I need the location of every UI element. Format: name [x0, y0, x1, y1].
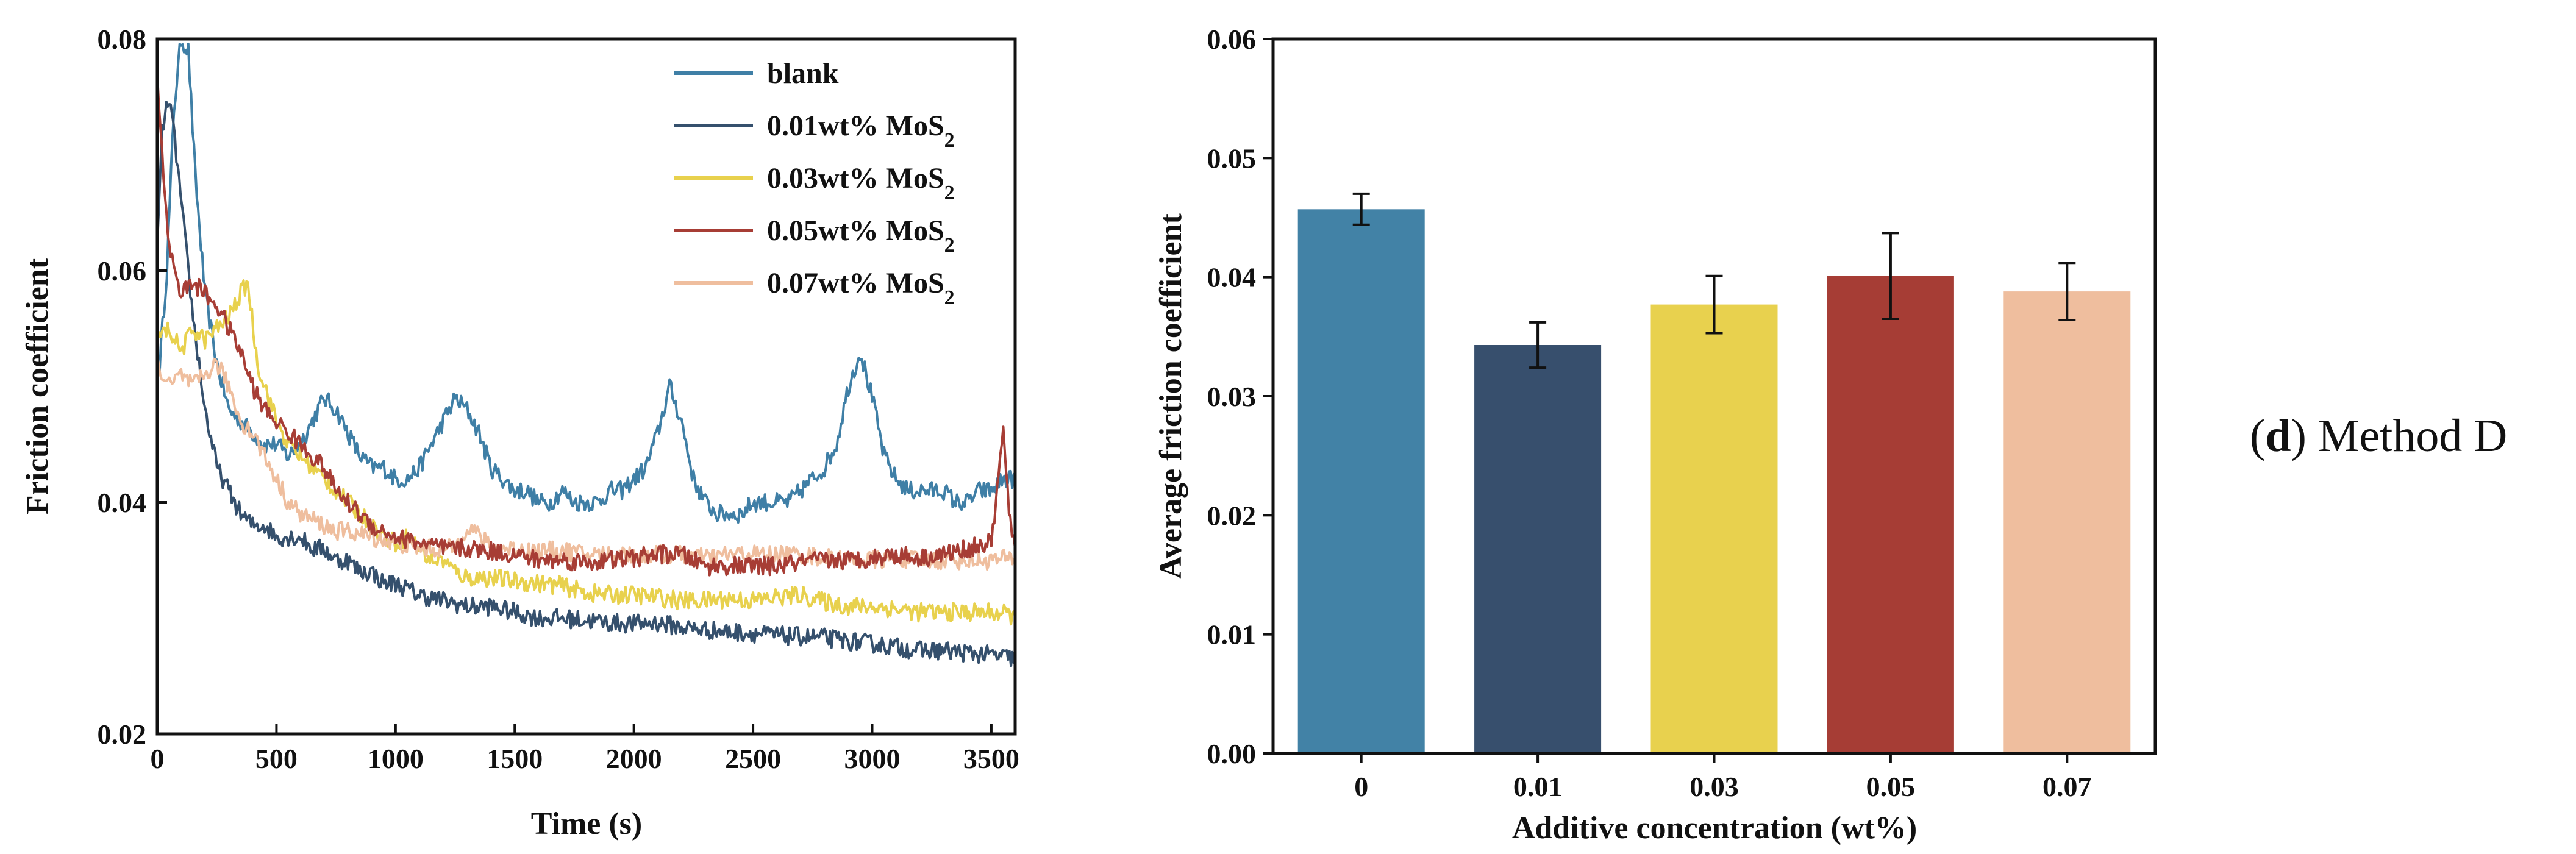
line-chart-ticks: 0 500 1000 1500 2000 2500 3000 3500 0.02 0.04 0.06… — [98, 24, 1019, 774]
line-chart-legend: blank 0.01wt% MoS2 0.03wt% MoS2 0.05wt% MoS… — [674, 57, 955, 309]
line-series-2 — [156, 279, 1016, 626]
x-tick-label: 2500 — [725, 743, 781, 774]
x-tick-label: 2000 — [606, 743, 662, 774]
bar-0 — [1297, 209, 1425, 753]
x-tick-label: 3000 — [844, 743, 901, 774]
bar-chart-ticks: 0 0.01 0.03 0.05 0.07 0.00 0.01 0.02 0.03 0.04 0.0… — [1207, 24, 2092, 802]
legend-label-4: 0.07wt% MoS2 — [767, 267, 955, 309]
y-tick-label: 0.06 — [98, 255, 147, 286]
bar-chart: 0 0.01 0.03 0.05 0.07 0.00 0.01 0.02 0.03 0.04 0.0… — [1154, 24, 2157, 845]
bar-y-tick-label: 0.00 — [1207, 738, 1257, 769]
bar-y-tick-label: 0.03 — [1207, 381, 1257, 412]
bar-x-tick-label: 0.01 — [1513, 771, 1563, 802]
figure-caption: (d) Method D — [2250, 410, 2507, 461]
line-chart-x-axis-title: Time (s) — [531, 806, 642, 841]
y-tick-label: 0.08 — [98, 24, 147, 55]
line-series-1 — [156, 101, 1016, 667]
caption-label: d — [2265, 410, 2291, 461]
x-tick-label: 1500 — [487, 743, 543, 774]
bar-2 — [1650, 304, 1778, 753]
bar-3 — [1827, 276, 1954, 753]
x-tick-label: 1000 — [368, 743, 424, 774]
bar-4 — [2003, 291, 2131, 753]
line-series-3 — [156, 75, 1016, 577]
line-chart: 0 500 1000 1500 2000 2500 3000 3500 0.02 0.04 0.06… — [20, 24, 1019, 841]
line-chart-frame — [155, 37, 1017, 736]
bar-chart-x-axis-title: Additive concentration (wt%) — [1512, 811, 1917, 845]
legend-label-0: blank — [767, 57, 839, 90]
legend-label-3: 0.05wt% MoS2 — [767, 215, 955, 257]
y-tick-label: 0.02 — [98, 719, 147, 750]
bar-y-tick-label: 0.06 — [1207, 24, 1257, 55]
legend-label-1: 0.01wt% MoS2 — [767, 110, 955, 152]
bar-y-tick-label: 0.02 — [1207, 500, 1257, 531]
x-tick-label: 3500 — [963, 743, 1019, 774]
bar-y-tick-label: 0.04 — [1207, 262, 1257, 293]
x-tick-label: 500 — [255, 743, 298, 774]
bar-chart-bars — [1297, 192, 2131, 753]
line-chart-y-axis-title: Friction coefficient — [20, 258, 55, 514]
bar-x-tick-label: 0.03 — [1689, 771, 1739, 802]
line-chart-plot-area — [156, 42, 1016, 667]
x-tick-label: 0 — [151, 743, 165, 774]
bar-1 — [1474, 345, 1602, 753]
bar-y-tick-label: 0.05 — [1207, 143, 1257, 174]
bar-x-tick-label: 0.07 — [2043, 771, 2092, 802]
bar-x-tick-label: 0.05 — [1866, 771, 1916, 802]
legend-label-2: 0.03wt% MoS2 — [767, 162, 955, 204]
bar-y-tick-label: 0.01 — [1207, 619, 1257, 650]
caption-text: Method D — [2318, 410, 2507, 461]
bar-chart-y-axis-title: Average friction coefficient — [1154, 213, 1188, 579]
y-tick-label: 0.04 — [98, 487, 147, 518]
bar-x-tick-label: 0 — [1354, 771, 1368, 802]
caption-text-spacer — [2307, 410, 2318, 461]
